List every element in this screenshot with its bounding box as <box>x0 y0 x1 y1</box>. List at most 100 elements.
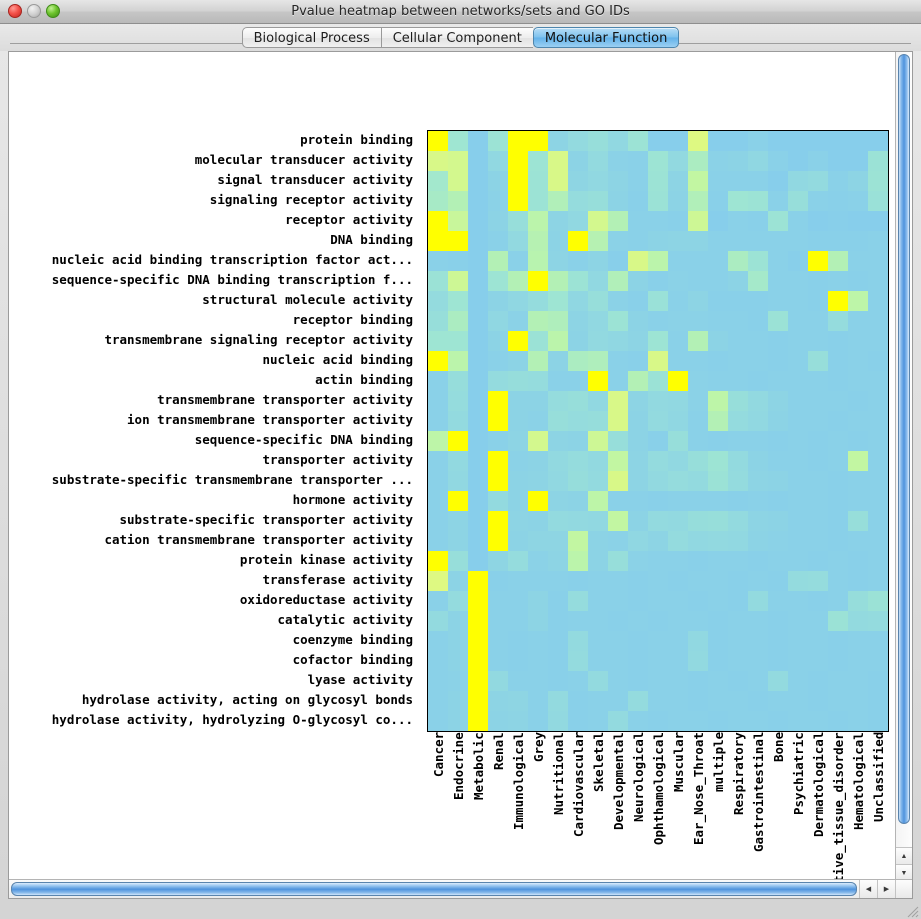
heatmap-cell[interactable] <box>828 431 848 451</box>
heatmap-cell[interactable] <box>508 511 528 531</box>
heatmap-cell[interactable] <box>688 231 708 251</box>
heatmap-cell[interactable] <box>768 531 788 551</box>
heatmap-cell[interactable] <box>628 671 648 691</box>
heatmap-cell[interactable] <box>468 711 488 731</box>
heatmap-cell[interactable] <box>488 591 508 611</box>
heatmap-cell[interactable] <box>668 551 688 571</box>
heatmap-cell[interactable] <box>668 571 688 591</box>
heatmap-cell[interactable] <box>648 571 668 591</box>
heatmap-cell[interactable] <box>848 371 868 391</box>
heatmap-cell[interactable] <box>828 711 848 731</box>
heatmap-cell[interactable] <box>728 151 748 171</box>
heatmap-cell[interactable] <box>748 531 768 551</box>
heatmap-cell[interactable] <box>568 331 588 351</box>
heatmap-cell[interactable] <box>828 571 848 591</box>
heatmap-cell[interactable] <box>488 271 508 291</box>
heatmap-cell[interactable] <box>568 211 588 231</box>
heatmap-cell[interactable] <box>708 651 728 671</box>
heatmap-cell[interactable] <box>488 571 508 591</box>
heatmap-cell[interactable] <box>608 451 628 471</box>
heatmap-cell[interactable] <box>688 651 708 671</box>
heatmap-cell[interactable] <box>528 551 548 571</box>
zoom-button[interactable] <box>46 4 60 18</box>
heatmap-cell[interactable] <box>528 211 548 231</box>
heatmap-cell[interactable] <box>508 551 528 571</box>
heatmap-cell[interactable] <box>668 251 688 271</box>
heatmap-cell[interactable] <box>468 511 488 531</box>
heatmap-cell[interactable] <box>468 211 488 231</box>
heatmap-cell[interactable] <box>848 351 868 371</box>
heatmap-cell[interactable] <box>468 611 488 631</box>
heatmap-cell[interactable] <box>428 531 448 551</box>
heatmap-cell[interactable] <box>848 671 868 691</box>
heatmap-cell[interactable] <box>788 191 808 211</box>
heatmap-cell[interactable] <box>628 171 648 191</box>
heatmap-cell[interactable] <box>748 571 768 591</box>
heatmap-cell[interactable] <box>448 631 468 651</box>
heatmap-cell[interactable] <box>688 191 708 211</box>
heatmap-cell[interactable] <box>768 351 788 371</box>
heatmap-cell[interactable] <box>808 151 828 171</box>
heatmap-cell[interactable] <box>808 491 828 511</box>
heatmap-cell[interactable] <box>628 411 648 431</box>
heatmap-cell[interactable] <box>448 391 468 411</box>
heatmap-cell[interactable] <box>568 511 588 531</box>
heatmap-cell[interactable] <box>608 331 628 351</box>
heatmap-cell[interactable] <box>628 711 648 731</box>
heatmap-cell[interactable] <box>768 251 788 271</box>
heatmap-cell[interactable] <box>668 491 688 511</box>
heatmap-cell[interactable] <box>488 231 508 251</box>
heatmap-cell[interactable] <box>608 471 628 491</box>
heatmap-cell[interactable] <box>768 291 788 311</box>
heatmap-cell[interactable] <box>548 711 568 731</box>
heatmap-cell[interactable] <box>788 451 808 471</box>
heatmap-cell[interactable] <box>468 311 488 331</box>
heatmap-cell[interactable] <box>528 591 548 611</box>
heatmap-cell[interactable] <box>568 471 588 491</box>
heatmap-cell[interactable] <box>548 411 568 431</box>
heatmap-cell[interactable] <box>468 471 488 491</box>
heatmap-cell[interactable] <box>848 551 868 571</box>
heatmap-cell[interactable] <box>868 551 888 571</box>
heatmap-cell[interactable] <box>848 591 868 611</box>
heatmap-cell[interactable] <box>588 231 608 251</box>
heatmap-cell[interactable] <box>448 411 468 431</box>
heatmap-cell[interactable] <box>768 431 788 451</box>
heatmap-cell[interactable] <box>668 231 688 251</box>
heatmap-cell[interactable] <box>688 531 708 551</box>
heatmap-cell[interactable] <box>828 131 848 151</box>
heatmap-cell[interactable] <box>488 251 508 271</box>
heatmap-cell[interactable] <box>668 431 688 451</box>
heatmap-cell[interactable] <box>668 151 688 171</box>
heatmap-cell[interactable] <box>608 651 628 671</box>
heatmap-cell[interactable] <box>488 671 508 691</box>
heatmap-cell[interactable] <box>648 511 668 531</box>
heatmap-cell[interactable] <box>568 451 588 471</box>
heatmap-cell[interactable] <box>688 671 708 691</box>
heatmap-cell[interactable] <box>568 671 588 691</box>
heatmap-cell[interactable] <box>648 271 668 291</box>
heatmap-cell[interactable] <box>828 631 848 651</box>
heatmap-cell[interactable] <box>548 391 568 411</box>
heatmap-cell[interactable] <box>508 571 528 591</box>
heatmap-cell[interactable] <box>868 151 888 171</box>
heatmap-cell[interactable] <box>648 291 668 311</box>
heatmap-cell[interactable] <box>608 531 628 551</box>
heatmap-cell[interactable] <box>588 691 608 711</box>
heatmap-cell[interactable] <box>828 691 848 711</box>
heatmap-cell[interactable] <box>428 231 448 251</box>
heatmap-cell[interactable] <box>808 231 828 251</box>
heatmap-cell[interactable] <box>468 411 488 431</box>
heatmap-cell[interactable] <box>708 231 728 251</box>
heatmap-cell[interactable] <box>648 531 668 551</box>
heatmap-cell[interactable] <box>588 491 608 511</box>
heatmap-cell[interactable] <box>728 251 748 271</box>
heatmap-cell[interactable] <box>608 491 628 511</box>
heatmap-cell[interactable] <box>708 131 728 151</box>
minimize-button[interactable] <box>27 4 41 18</box>
heatmap-cell[interactable] <box>808 571 828 591</box>
heatmap-cell[interactable] <box>588 591 608 611</box>
heatmap-cell[interactable] <box>808 471 828 491</box>
heatmap-cell[interactable] <box>628 211 648 231</box>
heatmap-cell[interactable] <box>668 451 688 471</box>
